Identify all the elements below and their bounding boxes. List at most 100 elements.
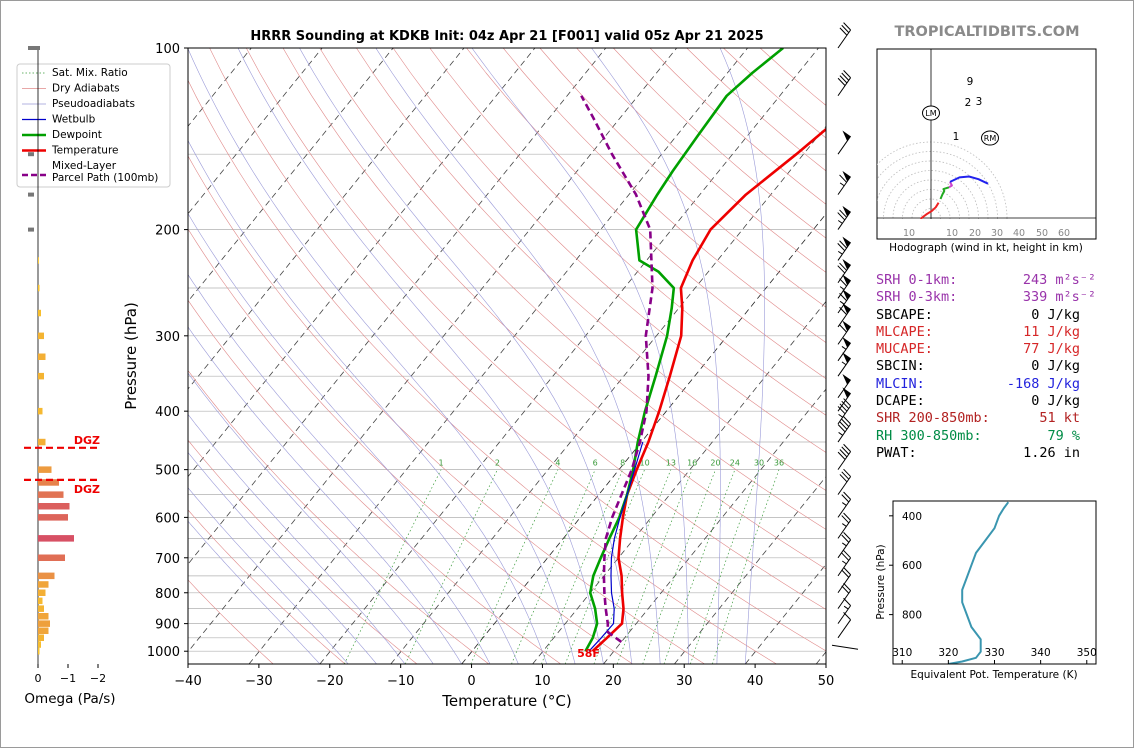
mixing-ratio-line bbox=[712, 469, 780, 664]
hodograph-ring-label: 10 bbox=[903, 228, 915, 239]
series-wetbulb bbox=[588, 441, 644, 652]
skewt-legend: Sat. Mix. Ratio Dry Adiabats Pseudoadiabat… bbox=[16, 63, 171, 188]
omega-bar bbox=[38, 503, 70, 510]
omega-bar bbox=[38, 466, 52, 473]
theta-x-tick-label: 330 bbox=[984, 647, 1004, 659]
wind-barb bbox=[837, 22, 852, 49]
theta-x-tick-label: 340 bbox=[1031, 647, 1051, 659]
hodograph-trace bbox=[948, 181, 953, 189]
dry-adiabat bbox=[319, 48, 826, 530]
wind-barb-half bbox=[839, 300, 845, 305]
omega-bar bbox=[38, 514, 68, 521]
isotherm bbox=[674, 476, 826, 664]
pseudoadiabat bbox=[299, 48, 633, 664]
stat-value: 339 m²s⁻² bbox=[1022, 289, 1096, 306]
wind-barb bbox=[837, 443, 852, 470]
mixing-ratio-line bbox=[470, 469, 559, 664]
wind-barb-feather bbox=[841, 471, 850, 480]
pseudoadiabat bbox=[188, 372, 434, 664]
wind-barb-feather bbox=[839, 324, 847, 333]
legend-label: Temperature bbox=[51, 145, 119, 157]
mixing-ratio-label: 30 bbox=[754, 459, 764, 468]
wind-barb-flag bbox=[842, 258, 851, 270]
hodograph-ring-label: 50 bbox=[1036, 228, 1048, 239]
dry-adiabat bbox=[392, 48, 826, 453]
wind-barb-half bbox=[841, 502, 847, 506]
wind-barb bbox=[837, 236, 852, 261]
wind-barb bbox=[837, 582, 852, 609]
pseudoadiabat bbox=[471, 48, 689, 664]
stat-label: MLCIN: bbox=[876, 375, 925, 392]
x-tick-label: 40 bbox=[747, 674, 764, 689]
hodograph-trace bbox=[920, 202, 940, 219]
wind-barb-feather bbox=[841, 494, 850, 503]
wind-barb-feather bbox=[839, 27, 848, 36]
stat-value: 51 kt bbox=[1039, 410, 1080, 427]
wind-barb-shaft bbox=[837, 342, 852, 362]
dry-adiabat bbox=[188, 579, 274, 664]
wind-barb bbox=[837, 258, 852, 284]
wind-barb-feather bbox=[837, 424, 846, 433]
wind-barb-feather bbox=[841, 418, 850, 427]
wind-barb-feather bbox=[837, 265, 846, 274]
wind-barb-feather bbox=[841, 400, 850, 409]
wind-barb-flag bbox=[842, 337, 851, 348]
stat-value: -168 J/kg bbox=[1006, 375, 1080, 392]
dgz-label: DGZ bbox=[74, 483, 100, 496]
wind-barb bbox=[837, 416, 852, 443]
wind-barb bbox=[837, 468, 852, 495]
wind-barb-shaft bbox=[837, 539, 852, 559]
dry-adiabat bbox=[188, 439, 418, 664]
stat-value: 0 J/kg bbox=[1031, 358, 1080, 375]
wind-barbs bbox=[831, 22, 859, 650]
y-tick-label: 200 bbox=[155, 224, 180, 239]
mixing-ratio-label: 2 bbox=[495, 459, 500, 468]
hodograph-trace bbox=[949, 175, 989, 185]
wind-barb-feather bbox=[839, 474, 848, 483]
stat-row: MUCAPE: 77 J/kg bbox=[876, 341, 1106, 358]
theta-e-ylabel: Pressure (hPa) bbox=[875, 544, 887, 619]
wind-barb-feather bbox=[841, 24, 850, 33]
omega-bar bbox=[38, 627, 49, 634]
dry-adiabat bbox=[429, 48, 826, 416]
dry-adiabat bbox=[466, 48, 826, 379]
stat-label: SBCAPE: bbox=[876, 306, 933, 323]
wind-barb-feather bbox=[837, 406, 846, 415]
wind-barb-shaft bbox=[837, 619, 852, 639]
skewt-background-lines: 1 2 4 6 8 10 13 16 20 24 30 36 bbox=[188, 48, 826, 664]
wind-barb-feather bbox=[843, 416, 851, 425]
wind-barb-half bbox=[838, 432, 843, 436]
wind-barb-feather bbox=[841, 446, 850, 455]
mixing-ratio-label: 24 bbox=[730, 459, 740, 468]
theta-x-tick-label: 350 bbox=[1077, 647, 1097, 659]
omega-bar bbox=[38, 257, 39, 264]
dry-adiabat bbox=[188, 228, 633, 664]
omega-panel: 0 −1 −2 DGZ DGZ bbox=[24, 46, 106, 685]
wind-barb-flag bbox=[842, 205, 851, 217]
stat-label: RH 300-850mb: bbox=[876, 427, 982, 444]
wind-barb-half bbox=[838, 413, 843, 418]
legend-label: Dewpoint bbox=[52, 129, 102, 141]
y-tick-label: 100 bbox=[155, 42, 180, 57]
stat-row: SBCIN: 0 J/kg bbox=[876, 358, 1106, 375]
omega-bar bbox=[28, 227, 34, 232]
storm-motion-marker bbox=[981, 130, 999, 146]
omega-x-tick-label: −2 bbox=[90, 672, 106, 685]
omega-bar bbox=[38, 491, 64, 498]
wind-barb-shaft bbox=[837, 476, 852, 495]
omega-bar bbox=[38, 284, 40, 292]
wind-barb bbox=[837, 532, 852, 559]
stat-value: 79 % bbox=[1047, 427, 1080, 444]
y-tick-label: 1000 bbox=[147, 645, 180, 660]
legend-label: Mixed-Layer bbox=[52, 160, 117, 172]
wind-barb-shaft bbox=[837, 357, 852, 377]
wind-barb-flag bbox=[842, 387, 851, 399]
mixing-ratio-line bbox=[642, 469, 716, 664]
skewt-series: 58F bbox=[577, 48, 826, 660]
omega-bar bbox=[38, 332, 44, 340]
stat-row: PWAT: 1.26 in bbox=[876, 445, 1106, 462]
hodograph-ring-label: 30 bbox=[991, 228, 1003, 239]
isotherm bbox=[188, 48, 536, 478]
series-dewpoint bbox=[584, 48, 784, 652]
pseudoadiabat bbox=[375, 48, 661, 664]
